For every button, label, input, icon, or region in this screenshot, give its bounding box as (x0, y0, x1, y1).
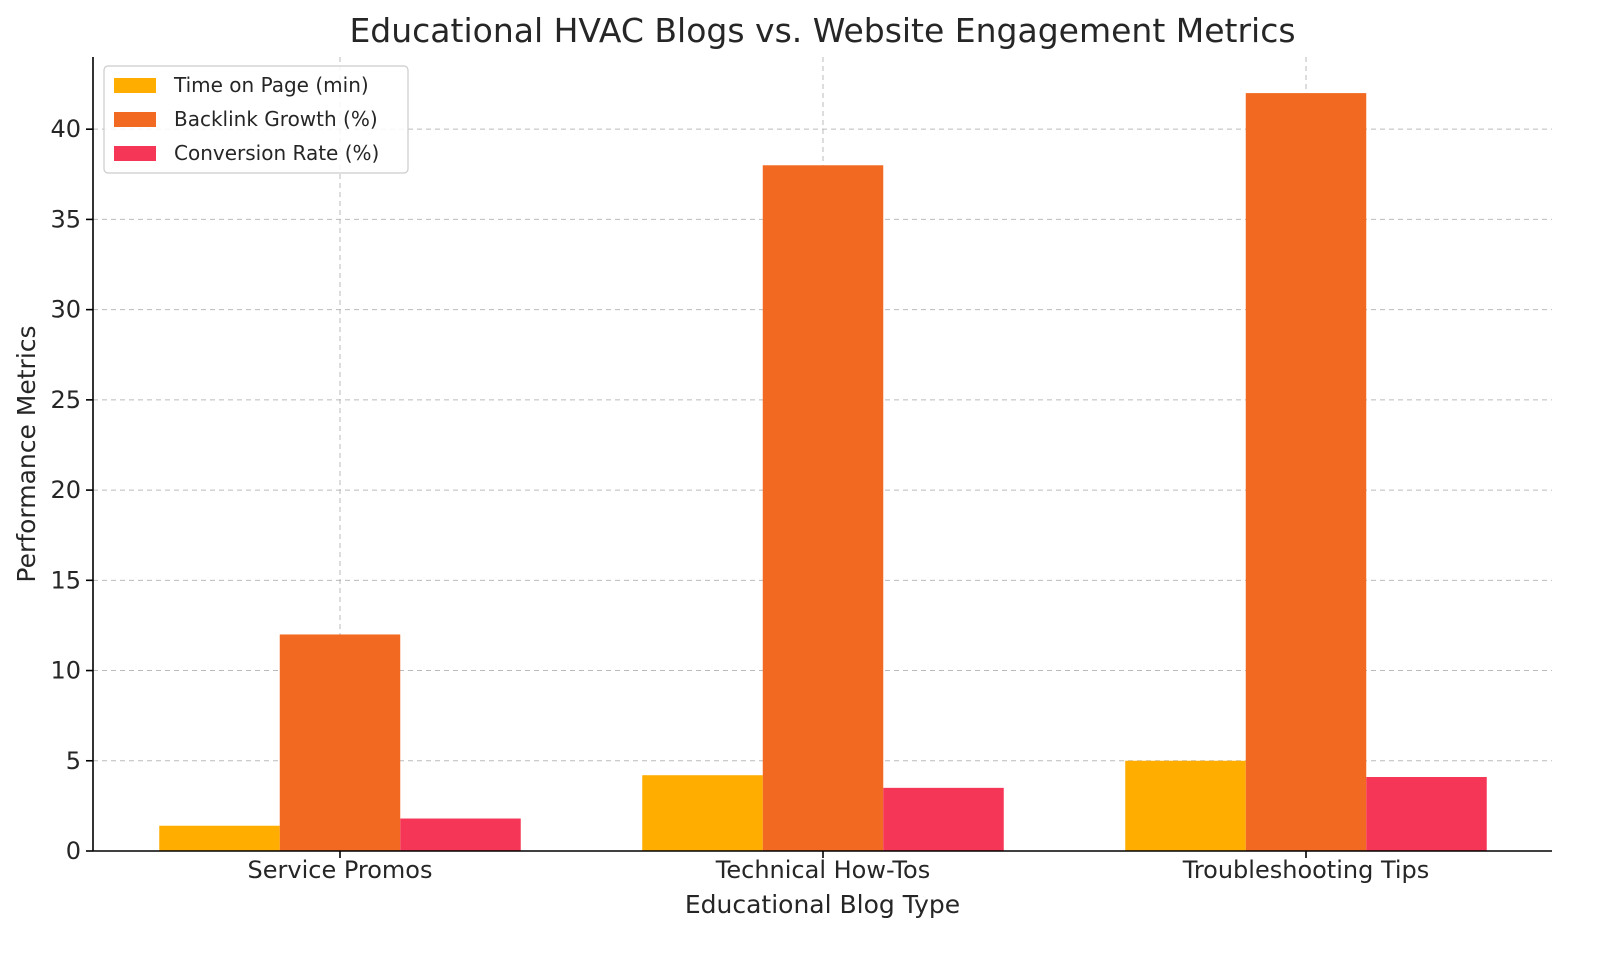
y-tick-label: 15 (50, 566, 81, 594)
legend-swatch (114, 78, 156, 93)
ticks-layer: 0 5 10 15 20 25 30 35 40 Service Promos Technical … (50, 115, 1429, 884)
bar-1-2 (642, 775, 763, 851)
bar-1-3 (1125, 760, 1246, 851)
x-axis-label: Educational Blog Type (685, 890, 960, 919)
legend-swatch (114, 112, 156, 127)
y-tick-label: 35 (50, 205, 81, 233)
bar-2-2 (762, 165, 884, 852)
y-tick-label: 0 (66, 837, 81, 865)
y-tick-label: 10 (50, 657, 81, 685)
legend-label: Backlink Growth (%) (174, 107, 378, 131)
y-tick-label: 25 (50, 386, 81, 414)
bar-2-1 (279, 634, 401, 851)
y-tick-label: 30 (50, 296, 81, 324)
y-tick-label: 20 (50, 476, 81, 504)
legend-label: Conversion Rate (%) (174, 141, 379, 165)
bars-layer (159, 93, 1487, 852)
x-tick-label: Service Promos (248, 856, 433, 884)
chart-title: Educational HVAC Blogs vs. Website Engag… (349, 11, 1295, 50)
legend: Time on Page (min) Backlink Growth (%) Con… (103, 65, 409, 174)
legend-frame (103, 65, 409, 174)
x-tick-label: Technical How-Tos (715, 856, 930, 884)
y-tick-label: 40 (50, 115, 81, 143)
bar-3-1 (400, 818, 521, 851)
bar-3-2 (883, 787, 1004, 851)
x-tick-label: Troubleshooting Tips (1182, 856, 1430, 884)
bar-3-3 (1366, 777, 1487, 851)
legend-swatch (114, 146, 156, 161)
legend-label: Time on Page (min) (173, 73, 369, 97)
bar-2-3 (1245, 93, 1367, 851)
bar-1-1 (159, 825, 280, 851)
y-axis-label: Performance Metrics (12, 325, 41, 582)
y-tick-label: 5 (66, 747, 81, 775)
